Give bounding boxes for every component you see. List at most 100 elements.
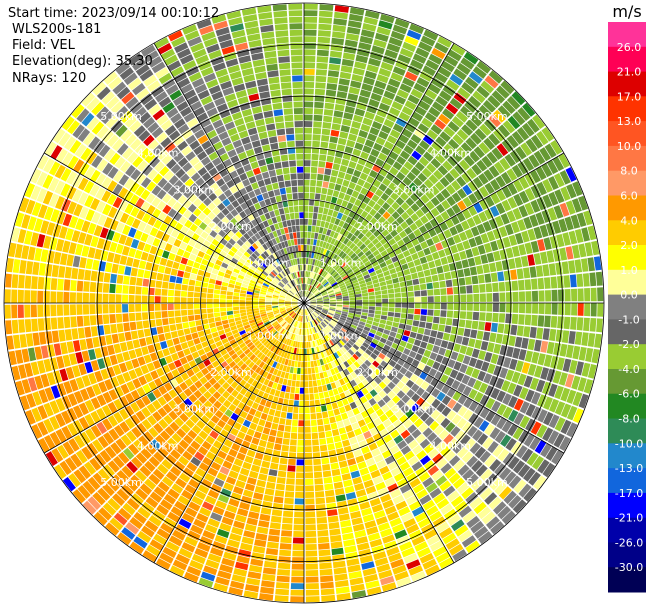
- range-gate: [279, 294, 286, 297]
- range-gate: [248, 316, 255, 321]
- range-gate: [523, 267, 531, 279]
- range-gate: [174, 500, 187, 512]
- range-gate: [350, 470, 361, 479]
- range-gate: [81, 446, 93, 460]
- range-gate: [304, 160, 311, 167]
- range-gate: [395, 303, 402, 308]
- range-gate: [313, 326, 317, 333]
- range-gate: [81, 92, 96, 107]
- range-gate: [82, 292, 89, 303]
- range-gate: [212, 382, 221, 391]
- range-gate: [473, 303, 480, 312]
- range-gate: [485, 397, 496, 410]
- range-gate: [200, 298, 207, 303]
- range-gate: [326, 314, 333, 319]
- range-gate: [77, 268, 85, 280]
- range-gate: [548, 176, 559, 190]
- range-gate: [427, 309, 434, 316]
- range-gate: [109, 152, 121, 165]
- range-gate: [266, 291, 273, 295]
- range-gate: [311, 225, 316, 233]
- range-gate: [317, 43, 330, 50]
- range-gate: [221, 319, 229, 325]
- range-gate: [524, 314, 532, 326]
- range-gate: [103, 356, 112, 368]
- range-gate: [101, 176, 112, 189]
- range-gate: [389, 166, 399, 176]
- range-gate: [255, 216, 262, 224]
- range-gate: [190, 326, 197, 334]
- range-gate: [450, 495, 464, 508]
- range-gate: [185, 354, 194, 362]
- range-gate: [208, 243, 217, 251]
- range-gate: [264, 268, 270, 275]
- range-gate: [323, 264, 329, 270]
- range-gate: [387, 483, 399, 493]
- range-gate: [344, 173, 352, 181]
- range-gate: [474, 109, 487, 122]
- range-gate: [267, 313, 274, 317]
- range-gate: [212, 172, 222, 182]
- range-gate: [309, 192, 315, 200]
- range-gate: [251, 262, 259, 269]
- range-gate: [472, 429, 483, 442]
- range-gate: [316, 300, 323, 302]
- range-gate: [385, 172, 395, 182]
- range-gate: [405, 197, 415, 207]
- range-gate: [332, 263, 339, 269]
- range-gate: [410, 88, 423, 99]
- range-gate: [71, 365, 81, 378]
- range-gate: [209, 230, 218, 238]
- range-gate: [468, 400, 479, 412]
- range-gate: [228, 283, 235, 289]
- range-gate: [446, 310, 454, 318]
- range-gate: [380, 124, 392, 134]
- range-gate: [367, 345, 375, 352]
- range-gate: [289, 353, 294, 360]
- range-gate: [87, 496, 102, 511]
- range-gate: [206, 303, 213, 309]
- range-gate: [252, 545, 266, 554]
- range-gate: [545, 290, 552, 302]
- range-gate: [167, 197, 177, 208]
- range-gate: [244, 523, 257, 532]
- range-gate: [265, 297, 272, 300]
- range-gate: [471, 460, 483, 473]
- range-gate: [38, 262, 47, 276]
- range-gate: [361, 227, 369, 235]
- range-gate: [194, 380, 203, 389]
- range-gate: [486, 151, 498, 164]
- range-gate: [134, 143, 147, 155]
- range-gate: [128, 247, 137, 258]
- range-gate: [122, 147, 134, 160]
- range-gate: [295, 293, 300, 299]
- range-gate: [292, 299, 298, 302]
- range-gate: [176, 101, 189, 112]
- range-gate: [451, 192, 462, 203]
- range-gate: [174, 344, 183, 352]
- range-gate: [201, 367, 209, 376]
- range-gate: [202, 207, 212, 216]
- range-gate: [444, 271, 452, 280]
- range-gate: [373, 317, 380, 323]
- range-gate: [123, 190, 134, 202]
- range-gate: [331, 329, 338, 335]
- range-gate: [325, 89, 337, 97]
- range-gate: [354, 376, 362, 385]
- range-gate: [316, 260, 320, 267]
- range-gate: [231, 442, 241, 452]
- range-gate: [30, 185, 42, 201]
- range-gate: [518, 291, 526, 302]
- range-gate: [351, 204, 359, 213]
- range-gate: [488, 70, 503, 84]
- range-gate: [315, 373, 321, 380]
- range-gate: [243, 366, 251, 374]
- range-gate: [512, 207, 522, 220]
- range-gate: [417, 362, 426, 371]
- range-gate: [328, 522, 340, 530]
- range-gate: [354, 108, 366, 117]
- range-gate: [486, 293, 493, 302]
- range-gate: [469, 496, 483, 510]
- range-gate: [331, 196, 338, 204]
- range-gate: [310, 300, 317, 302]
